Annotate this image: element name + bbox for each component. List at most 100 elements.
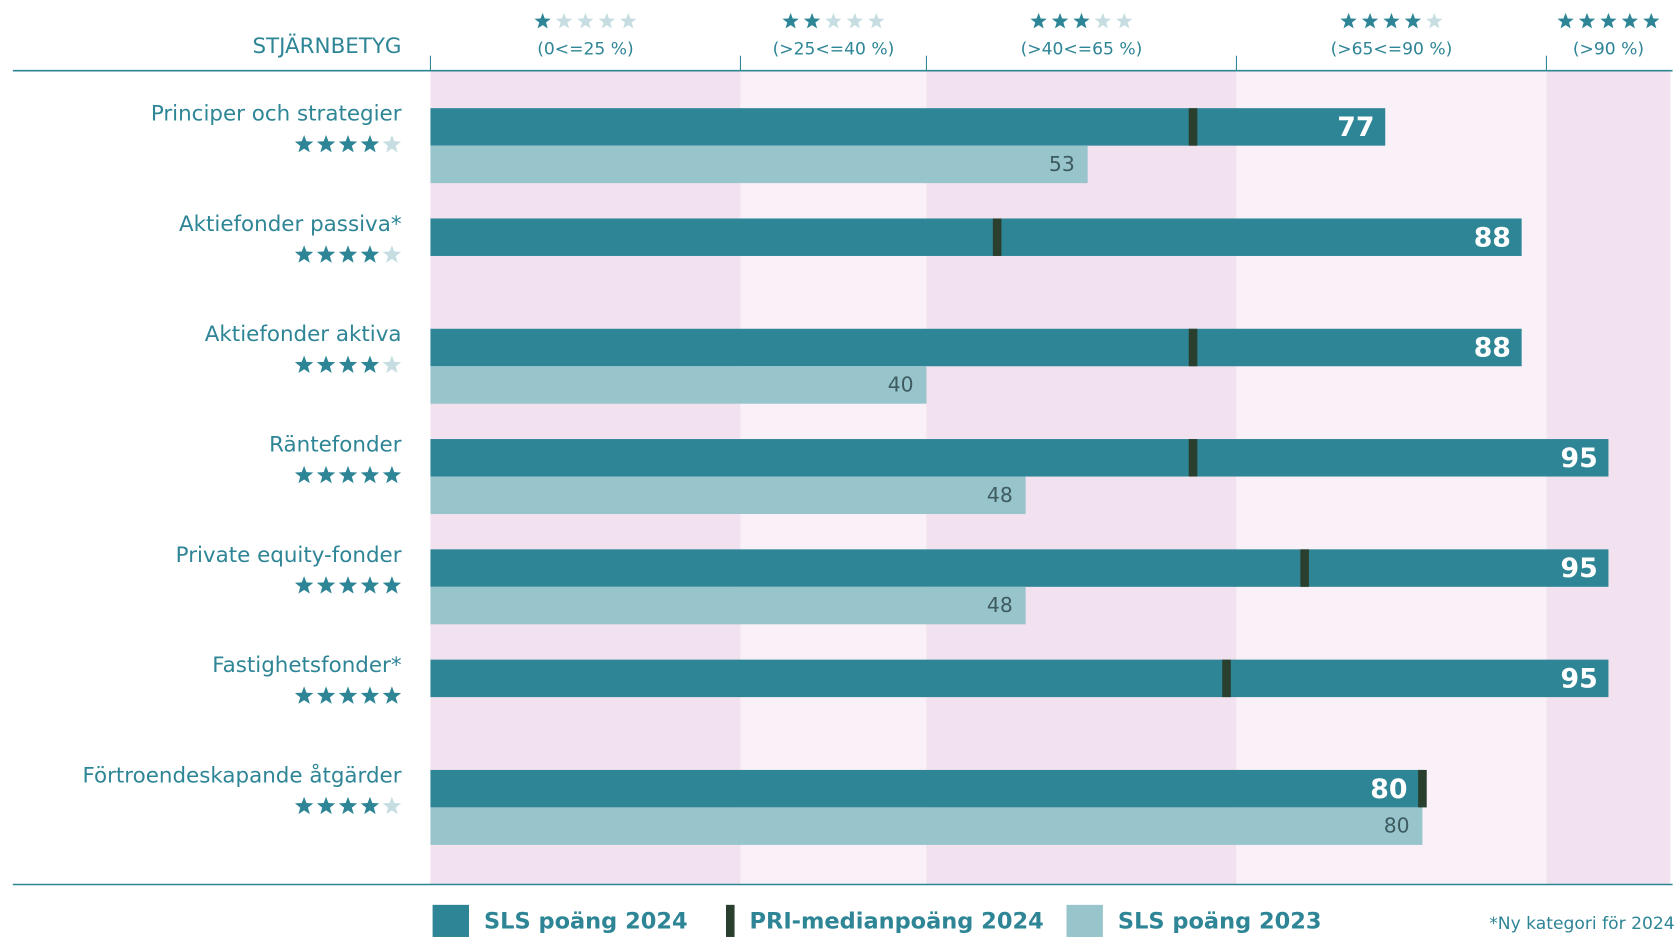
star-filled — [338, 245, 358, 263]
star-empty — [1426, 12, 1443, 29]
rating-band — [1236, 70, 1547, 885]
star-filled — [1643, 12, 1660, 29]
value-label-2024: 95 — [1560, 443, 1597, 474]
star-filled — [360, 686, 380, 704]
band-label: (>90 %) — [1573, 39, 1644, 59]
legend-swatch — [725, 904, 735, 937]
star-filled — [382, 576, 402, 594]
star-filled — [1404, 12, 1422, 29]
star-filled — [360, 134, 380, 153]
star-filled — [1600, 12, 1617, 29]
bar-2023 — [430, 145, 1088, 184]
bar-2024 — [430, 439, 1609, 477]
star-filled — [1361, 12, 1379, 29]
star-filled — [338, 355, 358, 373]
star-filled — [360, 796, 380, 815]
median-marker — [1418, 769, 1427, 808]
bar-2024 — [430, 218, 1522, 256]
band-label: (>65<=90 %) — [1331, 39, 1453, 59]
band-label: (>25<=40 %) — [773, 39, 895, 59]
star-filled — [1578, 12, 1596, 29]
star-filled — [316, 134, 336, 153]
value-label-2023: 48 — [987, 483, 1013, 507]
star-filled — [294, 355, 314, 373]
median-marker — [992, 218, 1002, 256]
star-filled — [1030, 12, 1047, 29]
star-filled — [1340, 12, 1357, 29]
star-filled — [360, 245, 380, 263]
value-label-2023: 40 — [888, 373, 914, 397]
median-marker — [1222, 659, 1231, 698]
star-empty — [1094, 12, 1112, 29]
category-label: Förtroendeskapande åtgärder — [82, 762, 401, 788]
star-empty — [382, 245, 402, 263]
value-label-2023: 48 — [987, 593, 1013, 617]
star-empty — [598, 12, 616, 29]
star-filled — [1621, 12, 1638, 29]
star-empty — [382, 134, 402, 153]
legend-label: PRI-medianpoäng 2024 — [750, 908, 1044, 934]
value-label-2024: 95 — [1560, 663, 1597, 694]
star-filled — [360, 355, 380, 373]
bar-2024 — [430, 659, 1609, 698]
star-filled — [360, 465, 380, 484]
star-filled — [316, 465, 336, 484]
star-filled — [338, 796, 358, 815]
star-filled — [294, 465, 314, 484]
star-filled — [782, 12, 799, 29]
category-label: Räntefonder — [269, 432, 402, 457]
rating-header: STJÄRNBETYG — [252, 33, 401, 59]
bar-2023 — [430, 476, 1026, 515]
star-filled — [338, 465, 358, 484]
legend-swatch — [1066, 904, 1103, 937]
star-filled — [294, 796, 314, 815]
star-empty — [620, 12, 637, 29]
star-filled — [338, 576, 358, 594]
star-filled — [316, 576, 336, 594]
bar-2024 — [430, 769, 1423, 808]
value-label-2024: 88 — [1474, 222, 1511, 253]
star-empty — [846, 12, 864, 29]
category-label: Fastighetsfonder* — [212, 653, 402, 678]
star-empty — [382, 355, 402, 373]
star-empty — [577, 12, 594, 29]
star-filled — [338, 134, 358, 153]
star-filled — [316, 686, 336, 704]
median-marker — [1188, 108, 1198, 146]
star-empty — [382, 796, 402, 815]
category-label: Aktiefonder passiva* — [179, 212, 402, 237]
bar-2024 — [430, 108, 1386, 146]
star-filled — [316, 355, 336, 373]
value-label-2024: 95 — [1560, 553, 1597, 584]
star-filled — [534, 12, 551, 29]
star-filled — [1073, 12, 1090, 29]
star-filled — [360, 576, 380, 594]
band-label: (0<=25 %) — [537, 39, 633, 59]
star-filled — [1051, 12, 1069, 29]
bar-2024 — [430, 328, 1522, 367]
value-label-2023: 53 — [1049, 152, 1075, 176]
star-empty — [555, 12, 573, 29]
star-empty — [825, 12, 842, 29]
band-label: (>40<=65 %) — [1021, 39, 1143, 59]
value-label-2024: 88 — [1474, 333, 1511, 364]
star-filled — [294, 134, 314, 153]
star-filled — [294, 245, 314, 263]
value-label-2024: 80 — [1370, 774, 1407, 805]
star-filled — [294, 686, 314, 704]
legend-label: SLS poäng 2023 — [1118, 908, 1322, 934]
star-filled — [1383, 12, 1400, 29]
star-filled — [803, 12, 821, 29]
rating-band — [1546, 70, 1671, 885]
star-empty — [868, 12, 885, 29]
value-label-2023: 80 — [1384, 814, 1410, 838]
value-label-2024: 77 — [1337, 112, 1374, 143]
median-marker — [1188, 328, 1198, 367]
star-filled — [294, 576, 314, 594]
star-empty — [1116, 12, 1133, 29]
median-marker — [1188, 439, 1198, 477]
star-filled — [1557, 12, 1574, 29]
star-filled — [338, 686, 358, 704]
star-filled — [316, 796, 336, 815]
